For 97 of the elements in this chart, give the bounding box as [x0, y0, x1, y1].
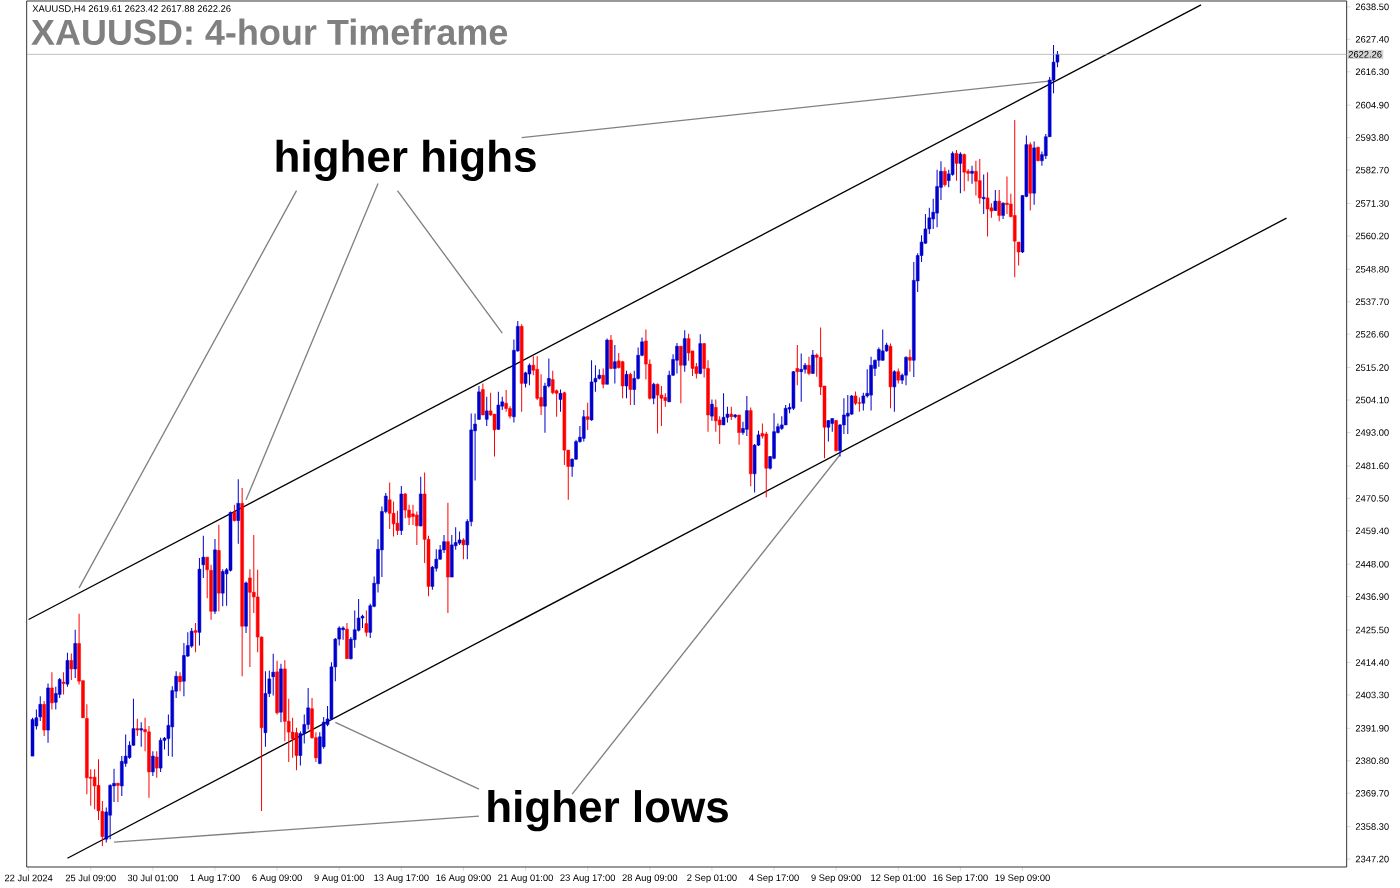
candlestick [178, 671, 182, 692]
candlestick [997, 189, 1001, 222]
candlestick [236, 478, 241, 545]
candlestick [61, 671, 66, 695]
candlestick [978, 158, 982, 205]
candlestick [655, 382, 660, 434]
y-tick-label: 2425.50 [1355, 626, 1389, 634]
candlestick [50, 671, 54, 711]
y-tick-label: 2560.20 [1355, 232, 1389, 240]
candlestick [492, 413, 497, 458]
x-tick-label: 25 Jul 09:00 [65, 874, 116, 882]
candlestick [962, 152, 967, 192]
candlestick [807, 356, 811, 376]
x-tick-label: 12 Sep 01:00 [871, 874, 926, 883]
candlestick [849, 394, 854, 416]
y-tick-label: 2526.60 [1355, 330, 1389, 338]
y-tick-label: 2504.10 [1355, 396, 1389, 404]
y-tick-label: 2481.60 [1355, 462, 1389, 470]
y-tick-label: 2369.70 [1355, 789, 1389, 797]
annotation: higher lows [488, 790, 728, 832]
y-tick-label: 2616.30 [1355, 68, 1389, 76]
candlestick [550, 370, 555, 395]
candlestick [341, 625, 345, 641]
x-tick-label: 22 Jul 2024 [4, 874, 53, 882]
y-tick-label: 2537.70 [1355, 298, 1389, 306]
candlestick [857, 396, 862, 413]
candlestick [220, 568, 225, 607]
candlestick [139, 721, 143, 748]
x-tick-label: 13 Aug 17:00 [374, 874, 429, 883]
x-tick-label: 4 Sep 17:00 [749, 874, 799, 883]
candlestick [675, 342, 679, 374]
y-tick-label: 2358.30 [1355, 823, 1389, 830]
x-tick-label: 16 Sep 17:00 [933, 874, 988, 883]
candlestick [958, 151, 963, 194]
y-tick-label: 2436.90 [1355, 593, 1389, 600]
y-tick-label: 2515.20 [1355, 364, 1389, 371]
y-tick-label: 2604.90 [1355, 101, 1389, 109]
candlestick [601, 367, 605, 389]
x-tick-label: 23 Aug 17:00 [560, 874, 616, 883]
candlestick [271, 653, 275, 697]
chart-title: XAUUSD: 4-hour Timeframe [31, 18, 508, 46]
x-tick-label: 19 Sep 09:00 [995, 874, 1050, 883]
candlestick [954, 149, 959, 182]
y-tick-label: 2571.30 [1355, 200, 1389, 207]
y-tick-label: 2391.90 [1355, 725, 1389, 732]
candlestick [628, 372, 633, 406]
candlestick [484, 396, 489, 427]
y-tick-label: 2403.30 [1355, 691, 1389, 699]
candlestick [846, 394, 850, 435]
candlestick [799, 353, 803, 403]
x-tick-label: 9 Aug 01:00 [314, 874, 364, 883]
candlestick [461, 537, 466, 560]
candlestick [69, 652, 74, 681]
y-tick-label: 2493.00 [1355, 429, 1389, 436]
candlestick [151, 750, 155, 777]
candlestick [737, 414, 741, 446]
candlestick [1005, 176, 1009, 215]
y-tick-label: 2380.80 [1355, 757, 1389, 765]
candlestick [613, 344, 617, 384]
candlestick [624, 370, 629, 399]
y-tick-label: 2582.70 [1355, 166, 1389, 174]
candlestick [710, 398, 714, 422]
x-tick-label: 21 Aug 01:00 [498, 874, 553, 883]
x-tick-label: 9 Sep 09:00 [811, 874, 861, 883]
candlestick [558, 389, 563, 413]
x-tick-label: 16 Aug 09:00 [436, 874, 491, 883]
y-tick-label: 2627.40 [1355, 36, 1389, 43]
x-tick-label: 6 Aug 09:00 [252, 874, 302, 883]
candlestick [582, 409, 586, 443]
candlestick [904, 355, 908, 386]
y-tick-label: 2414.40 [1355, 659, 1389, 666]
y-tick-label: 2638.50 [1355, 3, 1389, 11]
candlestick [970, 165, 974, 185]
y-tick-label: 2593.80 [1355, 134, 1389, 141]
y-tick-label: 2459.40 [1355, 527, 1389, 535]
x-tick-label: 30 Jul 01:00 [127, 874, 178, 882]
candlestick [679, 345, 683, 404]
x-tick-label: 2 Sep 01:00 [687, 874, 737, 883]
candlestick [543, 382, 547, 434]
candlestick [795, 344, 800, 386]
y-tick-label: 2448.00 [1355, 560, 1389, 568]
candlestick [943, 166, 947, 187]
x-tick-label: 28 Aug 09:00 [622, 874, 678, 883]
candlestick [745, 395, 749, 437]
annotation: XAUUSD,H4 2619.61 2623.42 2617.88 2622.26 [32, 5, 231, 13]
y-tick-label: 2548.80 [1355, 265, 1389, 273]
candlestick [585, 402, 590, 431]
ref-line-label: 2622.26 [1348, 51, 1382, 58]
annotation: higher highs [276, 139, 536, 181]
candlestick [57, 677, 62, 699]
candlestick [651, 382, 656, 405]
candlestick [908, 348, 912, 373]
y-tick-label: 2470.50 [1355, 495, 1389, 502]
x-tick-label: 1 Aug 17:00 [190, 874, 240, 883]
y-tick-label: 2347.20 [1355, 855, 1389, 863]
candlestick [783, 404, 788, 426]
candlestick [880, 329, 885, 362]
